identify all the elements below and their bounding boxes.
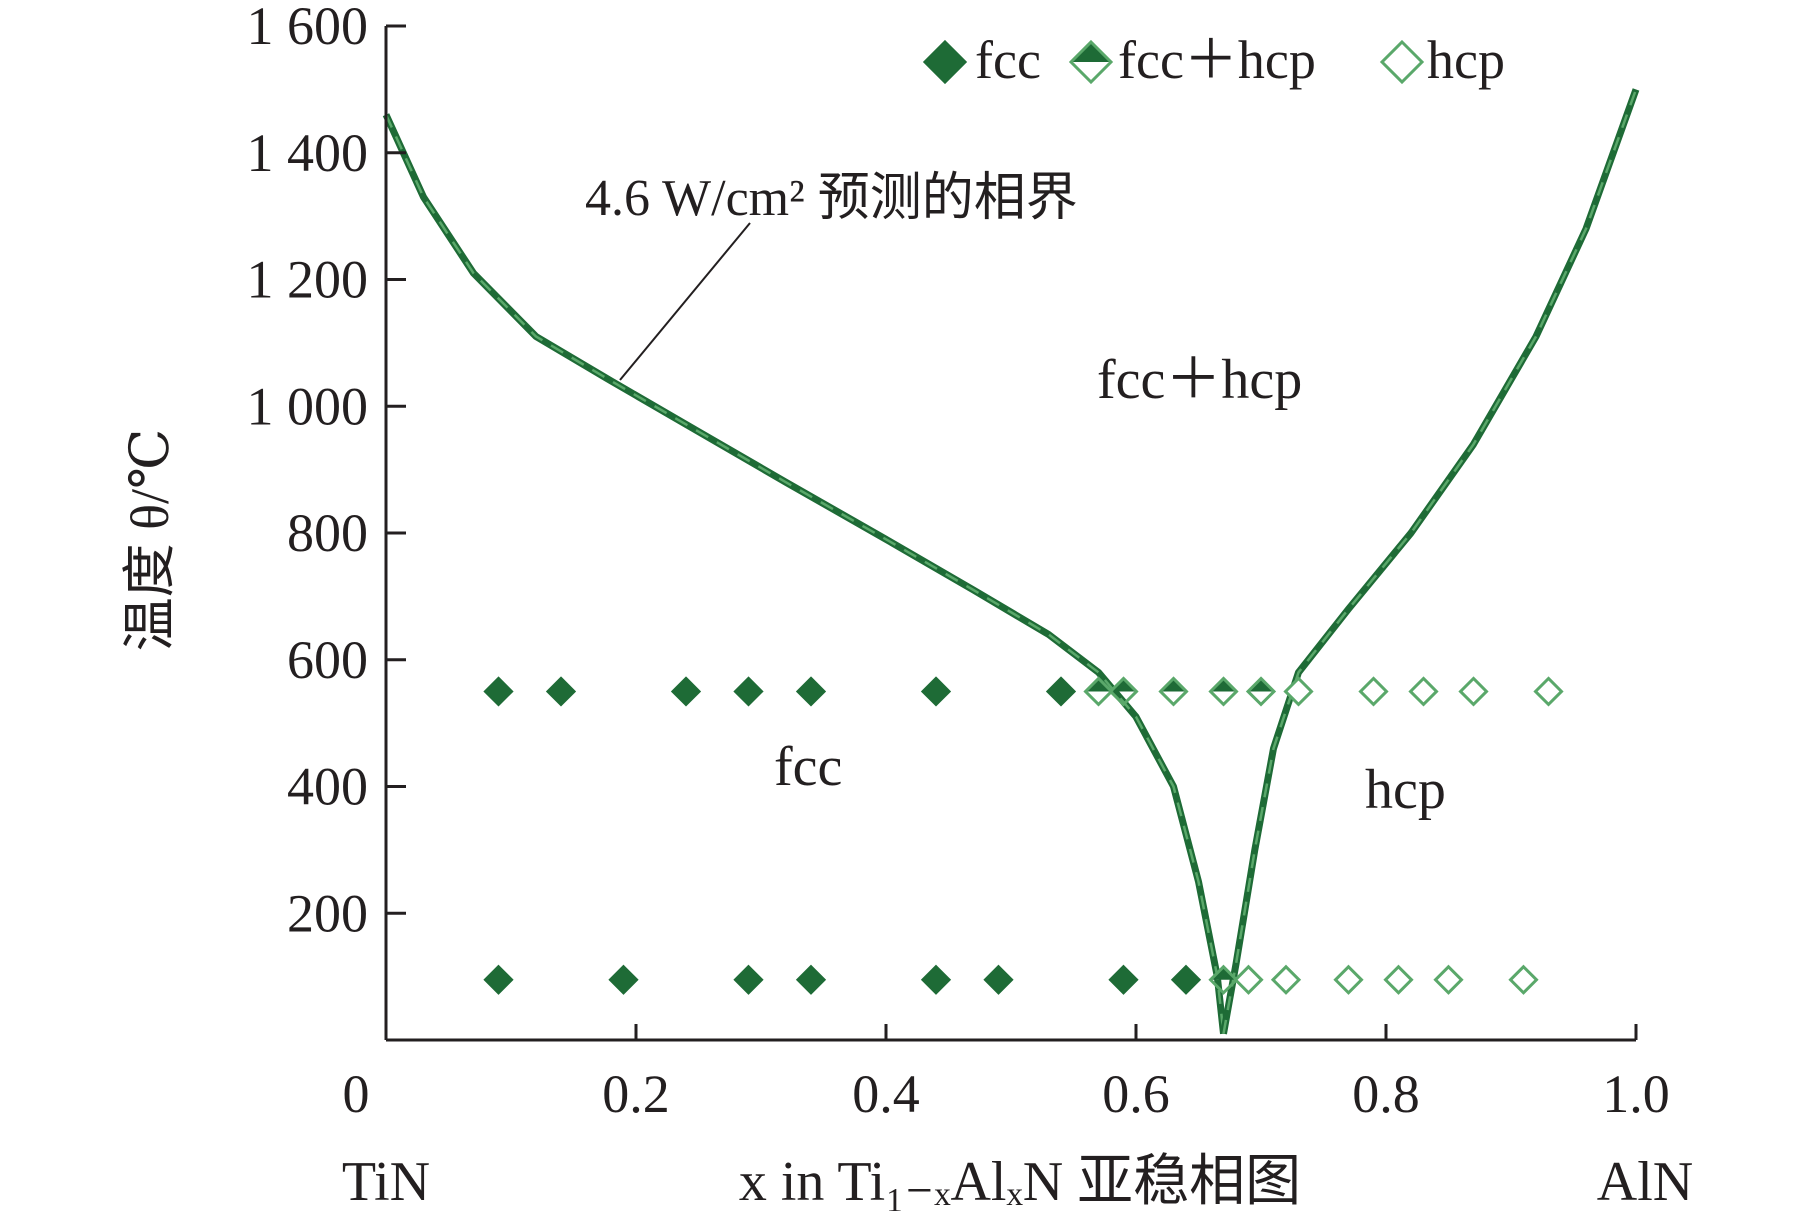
fcc-point bbox=[1108, 964, 1139, 995]
region-label-mixed: fcc＋hcp bbox=[1097, 349, 1302, 411]
fcc-hcp-point-fill bbox=[1110, 678, 1137, 692]
legend-item-hcp: hcp bbox=[1379, 30, 1505, 90]
y-tick-label: 1 000 bbox=[247, 376, 369, 436]
y-tick-label: 1 600 bbox=[247, 0, 369, 56]
phase-boundary-left-dash bbox=[384, 114, 1225, 1034]
fcc-point bbox=[983, 964, 1014, 995]
fcc-hcp-point-outline bbox=[1208, 676, 1239, 707]
y-tick-label: 1 200 bbox=[247, 250, 369, 310]
phase-boundary-layer bbox=[382, 88, 1640, 1035]
x-tick-label: 0 bbox=[343, 1064, 370, 1124]
fcc-hcp-point-fill bbox=[1210, 678, 1237, 692]
phase-boundary-left bbox=[382, 113, 1227, 1035]
hcp-point bbox=[1508, 964, 1539, 995]
fcc-point bbox=[483, 676, 514, 707]
fcc-point bbox=[670, 676, 702, 707]
fcc-hcp-point-fill bbox=[1248, 678, 1274, 692]
legend-item-fcc-hcp: fcc＋hcp bbox=[1068, 30, 1316, 90]
legend-label-fcc: fcc bbox=[975, 30, 1041, 90]
fcc-point bbox=[733, 676, 764, 707]
fcc-point bbox=[920, 964, 952, 995]
legend-marker-hcp bbox=[1379, 39, 1425, 85]
y-tick-label: 800 bbox=[287, 503, 368, 563]
legend: fcc fcc＋hcp hcp bbox=[922, 30, 1505, 90]
fcc-hcp-point-fill bbox=[1160, 678, 1187, 692]
legend-label-fcc-hcp: fcc＋hcp bbox=[1118, 30, 1316, 90]
x-tick-label: 1.0 bbox=[1602, 1064, 1670, 1124]
fcc-point bbox=[1170, 964, 1202, 995]
phase-boundary-right bbox=[1220, 88, 1640, 1035]
hcp-point bbox=[1408, 676, 1439, 707]
legend-item-fcc: fcc bbox=[922, 30, 1041, 90]
fcc-point bbox=[608, 964, 639, 995]
hcp-point bbox=[1358, 676, 1389, 707]
y-tick-label: 200 bbox=[287, 883, 368, 943]
hcp-point bbox=[1270, 964, 1302, 995]
fcc-point bbox=[795, 964, 827, 995]
hcp-point bbox=[1283, 676, 1314, 707]
fcc-point bbox=[483, 964, 514, 995]
hcp-point bbox=[1233, 964, 1264, 995]
y-tick-label: 400 bbox=[287, 757, 368, 817]
x-tick-label: 0.8 bbox=[1352, 1064, 1420, 1124]
hcp-point bbox=[1533, 676, 1564, 707]
boundary-annotation-label: 4.6 W/cm² 预测的相界 bbox=[585, 170, 1078, 227]
boundary-annotation-leader bbox=[619, 222, 751, 381]
y-axis-title: 温度 θ/℃ bbox=[120, 429, 180, 652]
hcp-point bbox=[1433, 964, 1464, 995]
fcc-hcp-point bbox=[1245, 676, 1277, 707]
legend-marker-fcc-hcp-top bbox=[1071, 42, 1111, 62]
x-tick-label: 0.4 bbox=[852, 1064, 920, 1124]
hcp-point bbox=[1333, 964, 1364, 995]
hcp-point bbox=[1458, 676, 1489, 707]
x-tick-label: 0.6 bbox=[1102, 1064, 1170, 1124]
fcc-point bbox=[545, 676, 577, 707]
fcc-hcp-point-fill bbox=[1085, 678, 1112, 692]
legend-marker-fcc bbox=[922, 39, 968, 85]
y-ticks: 200 400 600 800 1 000 1 200 1 400 1 600 bbox=[247, 0, 406, 943]
fcc-hcp-point-outline bbox=[1245, 676, 1277, 707]
fcc-hcp-point-outline bbox=[1083, 676, 1114, 707]
legend-label-hcp: hcp bbox=[1427, 30, 1505, 90]
y-tick-label: 1 400 bbox=[247, 123, 369, 183]
x-end-label-left: TiN bbox=[342, 1151, 430, 1211]
data-points bbox=[483, 676, 1564, 995]
x-tick-label: 0.2 bbox=[602, 1064, 670, 1124]
y-tick-label: 600 bbox=[287, 630, 368, 690]
region-label-fcc: fcc bbox=[774, 736, 842, 798]
x-ticks: 0 0.2 0.4 0.6 0.8 1.0 bbox=[343, 1024, 1670, 1124]
fcc-point bbox=[1045, 676, 1077, 707]
fcc-hcp-point bbox=[1208, 676, 1239, 707]
fcc-hcp-point bbox=[1108, 676, 1139, 707]
legend-marker-fcc-hcp-outline bbox=[1068, 39, 1114, 85]
fcc-hcp-point-outline bbox=[1158, 676, 1189, 707]
x-axis-title: x in Ti₁₋ₓAlₓN 亚稳相图 bbox=[739, 1151, 1301, 1211]
fcc-hcp-point-fill bbox=[1210, 966, 1237, 980]
fcc-point bbox=[920, 676, 952, 707]
fcc-hcp-point bbox=[1208, 964, 1239, 995]
fcc-hcp-point bbox=[1158, 676, 1189, 707]
axes: 200 400 600 800 1 000 1 200 1 400 1 600 0 0.2 0.4… bbox=[247, 0, 1670, 1124]
fcc-hcp-point-outline bbox=[1108, 676, 1139, 707]
phase-boundary-right-dash bbox=[1222, 88, 1638, 1034]
fcc-hcp-point bbox=[1083, 676, 1114, 707]
fcc-hcp-point-outline bbox=[1208, 964, 1239, 995]
x-end-label-right: AlN bbox=[1597, 1151, 1693, 1211]
fcc-point bbox=[733, 964, 764, 995]
hcp-point bbox=[1383, 964, 1414, 995]
fcc-point bbox=[795, 676, 827, 707]
region-label-hcp: hcp bbox=[1365, 759, 1446, 821]
